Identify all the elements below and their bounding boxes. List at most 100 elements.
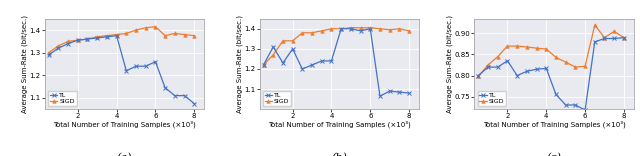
TL (543, 67, 550, 69)
SIGD (45, 52, 52, 54)
TL (84, 38, 92, 40)
SIGD (513, 45, 521, 47)
Line: SIGD: SIGD (477, 23, 626, 78)
SIGD (562, 61, 570, 63)
TL (347, 28, 355, 30)
SIGD (84, 38, 92, 40)
SIGD (103, 35, 111, 37)
SIGD (484, 64, 492, 66)
SIGD (289, 40, 296, 42)
SIGD (308, 32, 316, 34)
SIGD (611, 30, 618, 32)
SIGD (620, 37, 628, 39)
TL (337, 28, 345, 30)
X-axis label: Total Number of Training Samples (×10³): Total Number of Training Samples (×10³) (483, 121, 625, 128)
SIGD (504, 45, 511, 47)
TL (474, 75, 482, 76)
SIGD (152, 26, 159, 28)
SIGD (356, 27, 364, 29)
Text: (b): (b) (332, 153, 347, 156)
TL (620, 37, 628, 39)
X-axis label: Total Number of Training Samples (×10³): Total Number of Training Samples (×10³) (53, 121, 196, 128)
SIGD (269, 54, 277, 56)
Line: SIGD: SIGD (262, 26, 411, 67)
TL (132, 65, 140, 67)
SIGD (93, 36, 101, 38)
SIGD (581, 65, 589, 67)
SIGD (74, 39, 82, 41)
SIGD (190, 35, 198, 37)
TL (504, 60, 511, 62)
SIGD (591, 24, 598, 26)
TL (54, 47, 62, 49)
TL (308, 64, 316, 66)
TL (494, 66, 502, 68)
Text: (a): (a) (116, 153, 132, 156)
TL (103, 36, 111, 38)
SIGD (64, 40, 72, 42)
TL (552, 94, 560, 95)
SIGD (142, 27, 150, 29)
TL (142, 65, 150, 67)
TL (523, 70, 531, 72)
TL (484, 66, 492, 68)
TL (161, 87, 169, 89)
SIGD (494, 56, 502, 58)
TL (328, 60, 335, 62)
SIGD (367, 27, 374, 29)
SIGD (474, 76, 482, 77)
SIGD (171, 32, 179, 34)
TL (572, 104, 579, 106)
TL (260, 64, 268, 66)
Legend: TL, SIGD: TL, SIGD (48, 91, 77, 106)
SIGD (376, 28, 384, 30)
Line: TL: TL (262, 27, 411, 98)
TL (376, 95, 384, 97)
TL (386, 90, 394, 92)
SIGD (132, 29, 140, 31)
Legend: TL, SIGD: TL, SIGD (477, 91, 506, 106)
TL (64, 43, 72, 44)
Legend: TL, SIGD: TL, SIGD (263, 91, 291, 106)
TL (562, 104, 570, 106)
Y-axis label: Average Sum-Rate (bit/sec.): Average Sum-Rate (bit/sec.) (447, 15, 453, 113)
TL (152, 61, 159, 63)
TL (405, 92, 413, 94)
Line: TL: TL (477, 36, 626, 112)
SIGD (318, 30, 326, 32)
TL (367, 28, 374, 30)
SIGD (328, 28, 335, 30)
TL (180, 95, 188, 97)
Y-axis label: Average Sum-Rate (bit/sec.): Average Sum-Rate (bit/sec.) (236, 15, 243, 113)
TL (93, 37, 101, 39)
TL (279, 62, 287, 64)
TL (581, 109, 589, 111)
SIGD (386, 29, 394, 31)
TL (532, 68, 540, 70)
SIGD (298, 32, 306, 34)
TL (298, 68, 306, 70)
Text: (c): (c) (547, 153, 561, 156)
SIGD (113, 34, 120, 36)
SIGD (552, 56, 560, 58)
SIGD (523, 46, 531, 48)
TL (396, 91, 403, 93)
SIGD (54, 45, 62, 47)
X-axis label: Total Number of Training Samples (×10³): Total Number of Training Samples (×10³) (268, 121, 411, 128)
TL (356, 30, 364, 32)
SIGD (260, 64, 268, 66)
TL (122, 70, 130, 72)
SIGD (572, 66, 579, 68)
TL (190, 103, 198, 105)
Y-axis label: Average Sum-Rate (bit/sec.): Average Sum-Rate (bit/sec.) (22, 15, 28, 113)
SIGD (161, 35, 169, 37)
TL (45, 54, 52, 56)
TL (171, 95, 179, 97)
SIGD (543, 48, 550, 50)
TL (269, 46, 277, 48)
TL (513, 75, 521, 76)
TL (591, 41, 598, 43)
TL (611, 38, 618, 39)
SIGD (405, 30, 413, 32)
TL (74, 39, 82, 41)
